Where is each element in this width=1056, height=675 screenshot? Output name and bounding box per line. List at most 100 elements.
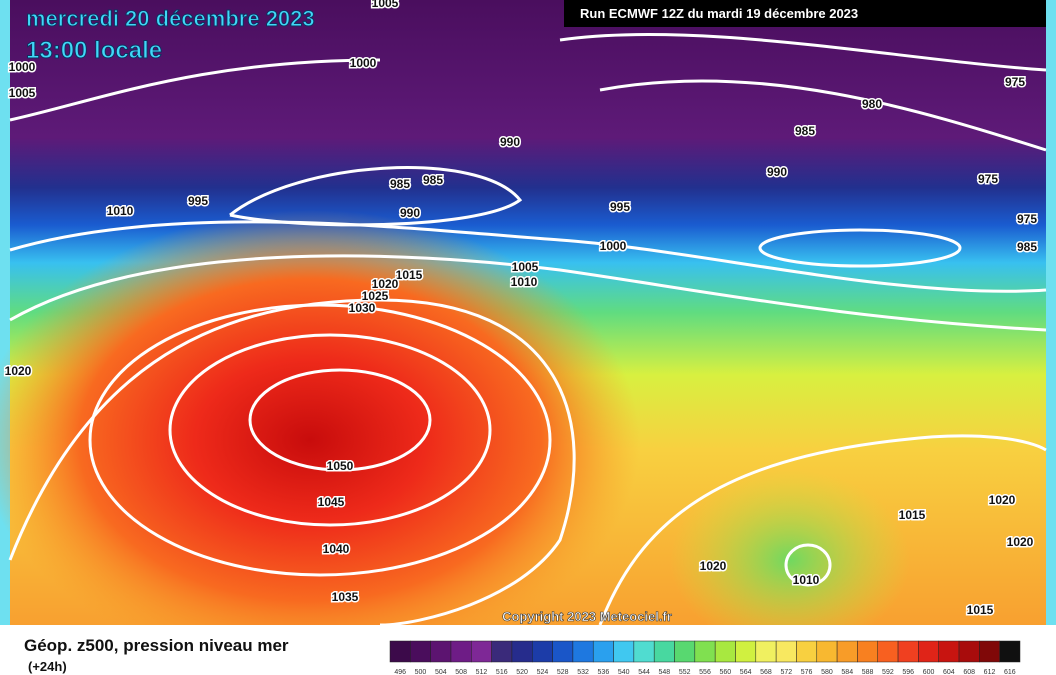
low-geopotential-area <box>670 470 910 650</box>
colorbar-cell <box>999 640 1021 663</box>
colorbar-cell <box>633 640 655 663</box>
colorbar-label: 508 <box>455 669 467 675</box>
colorbar-cell <box>694 640 716 663</box>
isobar-label: 990 <box>400 206 420 220</box>
isobar-label: 980 <box>862 97 882 111</box>
isobar-label: 1005 <box>372 0 399 10</box>
colorbar-cell <box>572 640 594 663</box>
colorbar-cell <box>958 640 980 663</box>
legend-title: Géop. z500, pression niveau mer <box>24 636 289 655</box>
colorbar-cell <box>613 640 635 663</box>
colorbar-label: 536 <box>598 669 610 675</box>
colorbar-label: 512 <box>476 669 488 675</box>
colorbar-cell <box>674 640 696 663</box>
colorbar-cell <box>491 640 513 663</box>
colorbar-cell <box>532 640 553 663</box>
colorbar-cell <box>552 640 574 663</box>
isobar-label: 1025 <box>362 289 389 303</box>
colorbar-cell <box>775 640 797 663</box>
colorbar-label: 532 <box>577 669 589 675</box>
colorbar-label: 500 <box>415 669 427 675</box>
isobar-label: 1005 <box>512 260 539 274</box>
isobar-label: 1015 <box>967 603 994 617</box>
isobar-label: 985 <box>1017 240 1037 254</box>
isobar-label: 1020 <box>1007 535 1034 549</box>
isobar-label: 1050 <box>327 459 354 473</box>
run-box <box>564 0 1046 27</box>
colorbar-label: 608 <box>963 669 975 675</box>
isobar-label: 1015 <box>396 268 423 282</box>
colorbar-label: 520 <box>516 669 528 675</box>
colorbar-label: 564 <box>740 669 752 675</box>
isobar-label: 1015 <box>899 508 926 522</box>
colorbar-label: 496 <box>394 669 406 675</box>
isobar-labels: 1005 1000 1005 1000 990 985 985 990 1010 995 995 10… <box>3 0 1039 619</box>
colorbar-cell <box>816 640 838 663</box>
colorbar-cell <box>653 640 675 663</box>
legend-subtitle: (+24h) <box>28 659 67 674</box>
colorbar-label: 568 <box>760 669 772 675</box>
isobar-label: 1020 <box>372 277 399 291</box>
colorbar-cell <box>897 640 919 663</box>
colorbar-cell <box>796 640 818 663</box>
forecast-date: mercredi 20 décembre 2023 <box>26 6 315 31</box>
high-pressure-area <box>0 210 640 670</box>
colorbar-label: 516 <box>496 669 508 675</box>
isobar-label: 985 <box>390 177 410 191</box>
isobar-label: 1035 <box>332 590 359 604</box>
isobars <box>8 33 1047 627</box>
colorbar-label: 552 <box>679 669 691 675</box>
isobar-label: 985 <box>423 173 443 187</box>
isobar-label: 1000 <box>600 239 627 253</box>
isobar-label: 995 <box>610 200 630 214</box>
colorbar-label: 612 <box>984 669 996 675</box>
colorbar-label: 504 <box>435 669 447 675</box>
isobar-label: 975 <box>1005 75 1025 89</box>
colorbar-label: 588 <box>862 669 874 675</box>
colorbar-cell <box>836 640 858 663</box>
colorbar-label: 556 <box>699 669 711 675</box>
isobar-label: 1020 <box>989 493 1016 507</box>
isobar-label: 1010 <box>511 275 538 289</box>
colorbar-label: 560 <box>719 669 731 675</box>
isobar-label: 1005 <box>9 86 36 100</box>
colorbar-cell <box>450 640 472 663</box>
colorbar-cell <box>511 640 533 663</box>
colorbar-cell <box>714 640 736 663</box>
colorbar-cell <box>857 640 878 663</box>
colorbar-cell <box>918 640 939 663</box>
isobar-label: 1010 <box>793 573 820 587</box>
colorbar-cell <box>938 640 960 663</box>
isobar-label: 1000 <box>9 60 36 74</box>
forecast-time: 13:00 locale <box>26 37 162 64</box>
colorbar-label: 576 <box>801 669 813 675</box>
colorbar-label: 596 <box>902 669 914 675</box>
colorbar-cell <box>877 640 899 663</box>
colorbar-cell <box>979 640 1000 663</box>
isobar-label: 985 <box>795 124 815 138</box>
colorbar-label: 604 <box>943 669 955 675</box>
colorbar: 496 500 504 508 512 516 520 524 528 532 536 540 544 5… <box>389 640 1021 675</box>
isobar-label: 990 <box>767 165 787 179</box>
isobar-label: 995 <box>188 194 208 208</box>
colorbar-cell <box>410 640 431 663</box>
isobar-label: 1000 <box>350 56 377 70</box>
colorbar-cell <box>735 640 757 663</box>
colorbar-label: 600 <box>923 669 935 675</box>
isobar-label: 990 <box>500 135 520 149</box>
isobar-label: 1030 <box>349 301 376 315</box>
isobar-label: 1020 <box>5 364 32 378</box>
colorbar-cell <box>430 640 452 663</box>
colorbar-label: 528 <box>557 669 569 675</box>
colorbar-cell <box>592 640 614 663</box>
colorbar-label: 524 <box>537 669 549 675</box>
colorbar-label: 580 <box>821 669 833 675</box>
colorbar-label: 584 <box>841 669 853 675</box>
colorbar-cell <box>389 640 411 663</box>
copyright: Copyright 2023 Meteociel.fr <box>502 609 672 624</box>
colorbar-label: 540 <box>618 669 630 675</box>
isobar-label: 1045 <box>318 495 345 509</box>
isobar-label: 1010 <box>107 204 134 218</box>
colorbar-label: 592 <box>882 669 894 675</box>
